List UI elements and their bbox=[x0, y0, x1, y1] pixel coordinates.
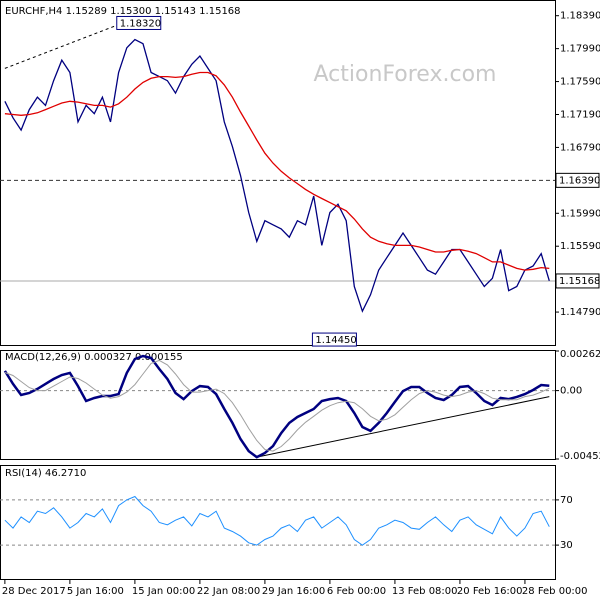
annotation-label: 1.14450 bbox=[315, 335, 356, 346]
x-tick-label: 28 Dec 2017 bbox=[2, 586, 66, 597]
y-tick-label: 1.17190 bbox=[560, 109, 600, 120]
y-tick-label: 1.15990 bbox=[560, 208, 600, 219]
x-tick-label: 13 Feb 08:00 bbox=[392, 586, 458, 597]
y-tick-label: 1.16790 bbox=[560, 142, 600, 153]
y-tick-label: 0.00262 bbox=[560, 349, 600, 360]
trendline bbox=[256, 396, 550, 458]
x-tick-label: 15 Jan 00:00 bbox=[132, 586, 195, 597]
level-label: 1.15168 bbox=[559, 276, 600, 287]
y-tick-label: 1.15590 bbox=[560, 241, 600, 252]
y-tick-label: 1.18390 bbox=[560, 11, 600, 22]
level-label: 1.16390 bbox=[559, 175, 600, 186]
series-line bbox=[4, 495, 550, 546]
annotation-box bbox=[311, 332, 357, 347]
macd-title: MACD(12,26,9) 0.000327 0.000155 bbox=[5, 352, 183, 363]
x-tick-label: 20 Feb 16:00 bbox=[457, 586, 523, 597]
y-tick-label: 1.17590 bbox=[560, 77, 600, 88]
series-line bbox=[4, 71, 550, 271]
series-line bbox=[4, 359, 550, 452]
rsi-panel bbox=[0, 465, 556, 580]
y-tick-label: 30 bbox=[560, 540, 573, 551]
x-tick-label: 6 Feb 00:00 bbox=[327, 586, 386, 597]
macd-panel bbox=[0, 350, 556, 460]
annotation-box bbox=[116, 15, 162, 30]
y-tick-label: 1.17990 bbox=[560, 44, 600, 55]
x-tick-label: 29 Jan 16:00 bbox=[262, 586, 325, 597]
rsi-title: RSI(14) 46.2710 bbox=[5, 468, 86, 479]
y-tick-label: -0.004526 bbox=[560, 451, 600, 462]
level-box bbox=[555, 172, 600, 188]
x-tick-label: 22 Jan 08:00 bbox=[197, 586, 260, 597]
watermark: ActionForex.com bbox=[314, 62, 497, 87]
price-panel bbox=[0, 0, 556, 346]
series-line bbox=[3, 354, 550, 459]
y-tick-label: 1.14790 bbox=[560, 307, 600, 318]
price-title: EURCHF,H4 1.15289 1.15300 1.15143 1.1516… bbox=[5, 6, 241, 17]
trendline bbox=[4, 20, 127, 69]
level-box bbox=[555, 273, 600, 289]
annotation-label: 1.18320 bbox=[120, 18, 161, 29]
y-tick-label: 70 bbox=[560, 495, 573, 506]
x-tick-label: 5 Jan 16:00 bbox=[67, 586, 124, 597]
y-tick-label: 0.00 bbox=[560, 386, 582, 397]
x-tick-label: 28 Feb 00:00 bbox=[522, 586, 588, 597]
